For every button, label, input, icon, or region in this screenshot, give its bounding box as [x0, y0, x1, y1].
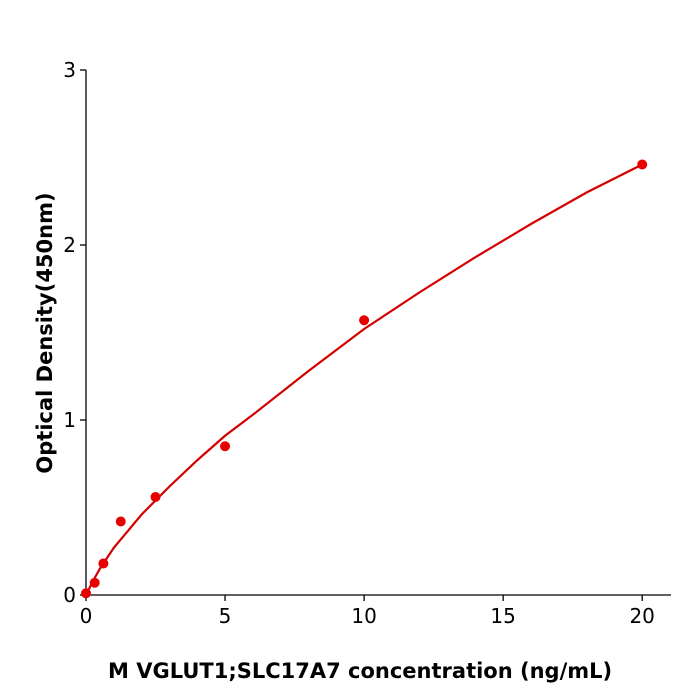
- y-tick-label: 3: [63, 58, 76, 82]
- data-point: [637, 159, 648, 170]
- data-point: [89, 577, 100, 588]
- data-point: [98, 558, 109, 569]
- y-tick-label: 0: [63, 583, 76, 607]
- y-tick-label: 1: [63, 408, 76, 432]
- x-tick-label: 10: [351, 604, 376, 628]
- y-tick-label: 2: [63, 233, 76, 257]
- x-tick-label: 0: [80, 604, 93, 628]
- data-point: [150, 492, 161, 502]
- x-axis-label: M VGLUT1;SLC17A7 concentration (ng/mL): [108, 659, 612, 683]
- data-point: [359, 315, 370, 326]
- fit-curve: [85, 163, 643, 596]
- x-tick-label: 5: [219, 604, 232, 628]
- data-point: [115, 516, 126, 527]
- y-axis-label: Optical Density(450nm): [33, 192, 57, 473]
- data-point: [81, 588, 91, 599]
- data-point: [220, 441, 231, 452]
- x-tick-label: 15: [490, 604, 515, 628]
- x-tick-label: 20: [629, 604, 654, 628]
